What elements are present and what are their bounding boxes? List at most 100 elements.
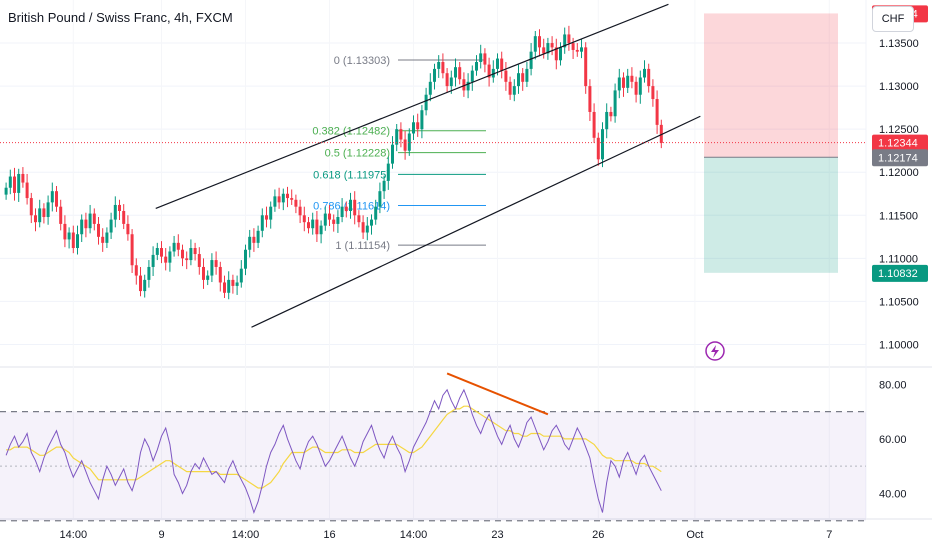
channel-lower-line [251, 115, 701, 328]
candle-body [382, 180, 386, 192]
price-tick-label: 1.13500 [879, 38, 919, 50]
candle-body [441, 62, 445, 74]
price-tick-label: 1.11500 [879, 210, 918, 222]
candle-body [609, 111, 613, 117]
candle-body [588, 86, 592, 112]
lightning-icon-bolt [711, 345, 719, 358]
rsi-tick-label: 80.00 [879, 379, 907, 391]
candle-body [508, 81, 512, 95]
candle-body [269, 206, 273, 220]
candle-body [496, 58, 499, 69]
candle-body [4, 187, 8, 195]
candle-body [84, 219, 88, 229]
candle-body [626, 75, 630, 88]
stop-loss-zone [704, 13, 838, 158]
rsi-tick-label: 60.00 [879, 434, 907, 446]
lightning-icon [705, 341, 725, 361]
candle-body [365, 225, 369, 233]
current-price-text: 1.12344 [878, 138, 918, 150]
take-profit-zone [704, 157, 838, 273]
time-tick-label: 14:00 [400, 529, 428, 541]
candle-body [370, 219, 373, 226]
price-tick-label: 1.12000 [879, 167, 919, 179]
price-tick-label: 1.13000 [879, 81, 919, 93]
time-tick-label: 9 [158, 529, 164, 541]
candle-body [298, 206, 302, 216]
candle-body [542, 47, 546, 54]
candle-body [109, 219, 113, 233]
candle-body [391, 144, 394, 164]
candle-body [655, 99, 659, 125]
candle-body [622, 77, 625, 88]
candle-body [235, 282, 239, 286]
candle-body [643, 68, 646, 78]
candle-body [428, 81, 432, 95]
candle-body [319, 225, 323, 235]
candle-body [206, 275, 210, 280]
candle-body [113, 204, 117, 220]
candle-body [46, 202, 50, 218]
candle-body [445, 73, 449, 87]
candle-body [374, 206, 378, 220]
currency-button[interactable]: CHF [872, 6, 914, 32]
chart-title: British Pound / Swiss Franc, 4h, FXCM [8, 10, 233, 25]
candle-body [340, 206, 344, 218]
candle-body [260, 215, 264, 231]
fib-level-label: 0.382 (1.12482) [312, 126, 390, 138]
candle-body [433, 68, 436, 82]
candle-body [172, 242, 176, 252]
rsi-divergence-line [446, 372, 549, 416]
candle-body [147, 266, 151, 280]
candle-body [256, 230, 260, 243]
candle-body [181, 249, 184, 259]
candle-body [252, 236, 256, 243]
price-tick-label: 1.11000 [879, 253, 918, 265]
candle-body [50, 191, 54, 203]
candle-body [596, 137, 600, 160]
candle-body [176, 242, 180, 250]
time-tick-label: 26 [592, 529, 604, 541]
candle-body [38, 208, 42, 223]
candle-body [554, 47, 558, 61]
candle-body [214, 260, 218, 267]
candle-body [487, 64, 491, 78]
entry-price-tag [872, 149, 928, 167]
candle-body [412, 122, 415, 134]
candle-body [529, 51, 533, 69]
rsi-line [5, 388, 662, 515]
fib-level-label: 1 (1.11154) [335, 240, 390, 252]
fib-level-label: 0.5 (1.12228) [325, 148, 390, 160]
candle-body [76, 234, 79, 249]
candle-body [67, 232, 71, 240]
time-tick-label: 7 [826, 529, 832, 541]
target-price-text: 1.10832 [878, 268, 918, 280]
candle-body [592, 111, 596, 138]
candle-body [286, 193, 289, 199]
candle-body [323, 213, 327, 226]
time-tick-label: 16 [323, 529, 335, 541]
candle-body [118, 204, 121, 211]
candle-body [580, 47, 583, 52]
candle-body [8, 176, 12, 188]
candle-body [151, 254, 155, 267]
candle-body [71, 232, 75, 249]
candle-body [601, 129, 604, 160]
candle-body [466, 81, 470, 91]
candle-body [344, 206, 348, 211]
candle-body [294, 199, 298, 207]
candle-body [185, 258, 189, 261]
candle-body [567, 34, 571, 44]
candle-body [25, 182, 29, 199]
candle-body [424, 94, 428, 111]
candle-body [134, 265, 138, 276]
fib-level-label: 0.618 (1.11975) [313, 169, 390, 181]
candle-body [659, 124, 663, 143]
rsi-tick-label: 40.00 [879, 488, 907, 500]
candle-body [332, 219, 336, 224]
candle-body [218, 266, 222, 283]
fib-level-label: 0 (1.13303) [334, 55, 390, 67]
candle-body [273, 196, 277, 207]
candles [4, 25, 663, 300]
candle-body [80, 219, 84, 235]
